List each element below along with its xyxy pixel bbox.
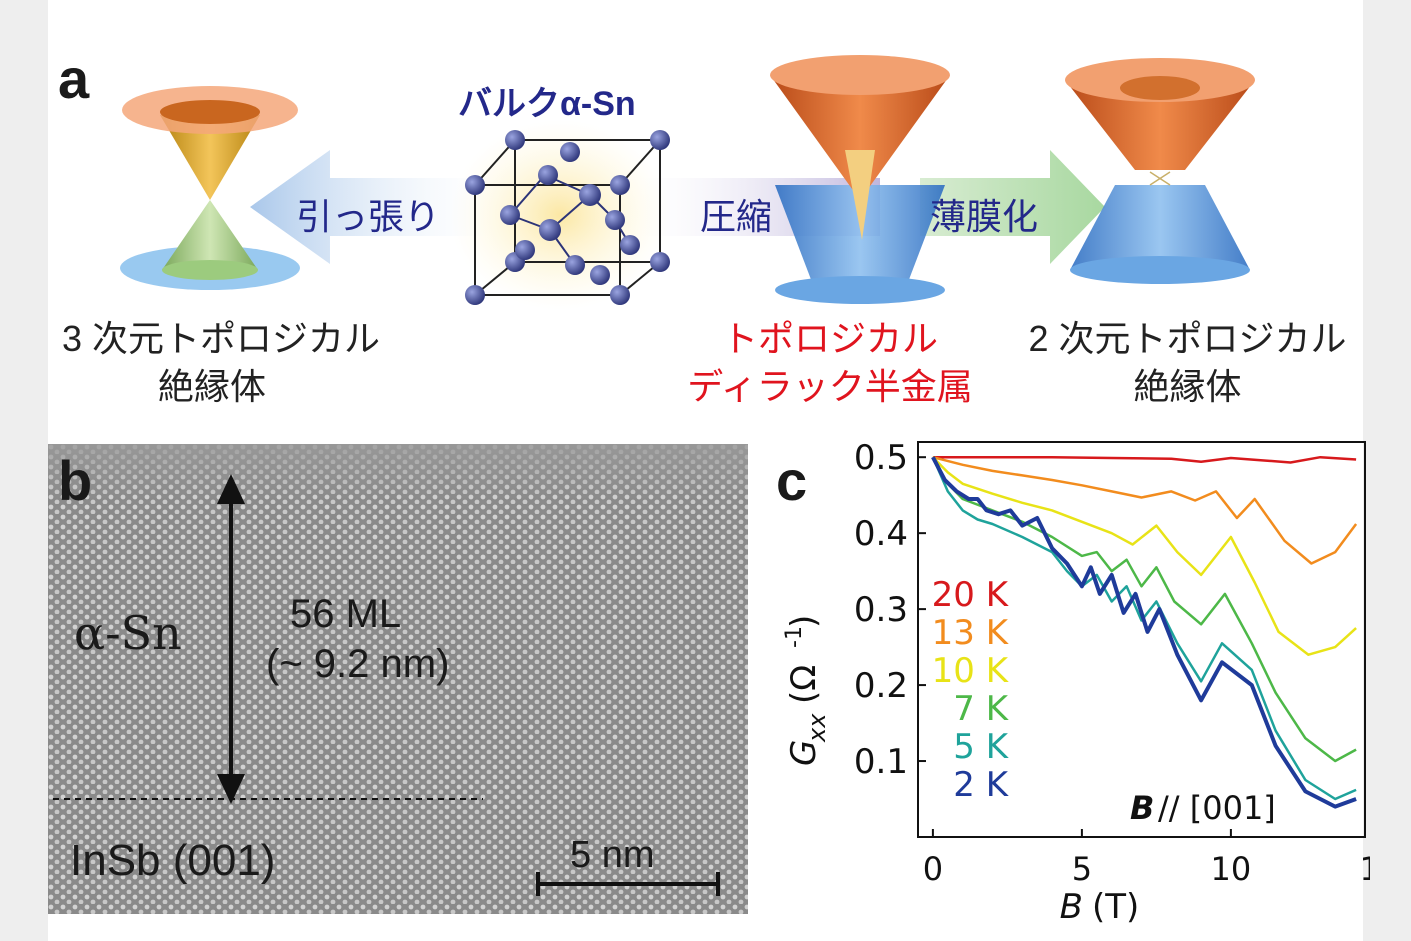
panel-a-graphics — [120, 55, 1255, 310]
bulk-alpha-sn-title: バルクα-Sn — [458, 85, 636, 123]
ti2d-band-diagram — [1065, 58, 1255, 284]
plot-frame — [917, 441, 1366, 838]
x-tick-label: 10 — [1211, 850, 1252, 888]
y-axis-unit: (Ω — [784, 665, 824, 704]
legend-entry: 7 K — [953, 689, 1009, 729]
panel-a-letter: a — [58, 47, 90, 110]
thickness-ml-label: 56 ML — [290, 592, 402, 636]
x-axis-symbol: B — [1060, 887, 1083, 927]
y-axis-label: G xx (Ω -1 ) — [782, 615, 831, 766]
y-axis-symbol: G — [784, 740, 824, 766]
dirac-label-line1: トポロジカル — [721, 318, 938, 359]
arrow-tension-shape — [250, 150, 490, 264]
panel-b-letter: b — [58, 449, 93, 512]
series-line-13K — [932, 455, 1358, 565]
arrow-tension-label: 引っ張り — [296, 196, 441, 237]
dirac-band-diagram — [770, 55, 950, 304]
y-tick-label: 0.2 — [854, 666, 908, 706]
x-axis-unit: (T) — [1092, 887, 1139, 927]
alpha-sn-layer-label: α-Sn — [74, 606, 182, 660]
series-line-10K — [932, 456, 1357, 656]
left-margin — [0, 0, 48, 941]
x-tick-label: 5 — [1072, 850, 1092, 888]
y-axis-close: ) — [784, 615, 824, 628]
right-margin — [1363, 0, 1411, 941]
y-axis-exponent: -1 — [782, 626, 807, 648]
gxx-chart: 0 5 10 15 0.1 0.2 0.3 0.4 0.5 20 K13 K10 K7 K5 K… — [782, 438, 1370, 927]
ti3d-band-diagram — [120, 86, 300, 290]
dirac-label-line2: ディラック半金属 — [687, 366, 973, 407]
x-tick-label: 0 — [923, 850, 943, 888]
y-tick-label: 0.1 — [854, 742, 908, 782]
alpha-sn-crystal — [450, 120, 670, 310]
panel-c-letter: c — [776, 449, 808, 512]
x-tick-label: 15 — [1360, 850, 1370, 888]
y-tick-label: 0.5 — [854, 438, 908, 478]
scalebar-label: 5 nm — [570, 834, 655, 876]
insb-substrate-label: InSb (001) — [70, 836, 276, 885]
thickness-nm-label: (~ 9.2 nm) — [266, 642, 450, 686]
arrow-compression-label: 圧縮 — [700, 196, 773, 237]
ti3d-label-line1: 3 次元トポロジカル — [62, 318, 381, 359]
series-line-2K — [931, 456, 1357, 809]
y-tick-label: 0.4 — [854, 514, 908, 554]
stem-image — [48, 444, 748, 914]
ti3d-label-line2: 絶縁体 — [157, 366, 266, 407]
y-axis-subscript: xx — [803, 713, 831, 743]
legend-entry: 13 K — [932, 613, 1010, 653]
y-tick-label: 0.3 — [854, 590, 908, 630]
legend-entry: 10 K — [932, 651, 1010, 691]
series-line-20K — [932, 455, 1357, 464]
legend-entry: 20 K — [932, 575, 1010, 615]
legend-entry: 5 K — [953, 727, 1009, 767]
ti2d-label-line1: 2 次元トポロジカル — [1028, 318, 1347, 359]
arrow-thinfilm-label: 薄膜化 — [930, 196, 1039, 237]
arrow-thinfilm-shape — [920, 150, 1105, 264]
field-note-symbol: B — [1130, 789, 1154, 827]
legend-entry: 2 K — [953, 765, 1009, 805]
ti2d-label-line2: 絶縁体 — [1133, 366, 1242, 407]
field-note: // [001] — [1158, 789, 1276, 827]
